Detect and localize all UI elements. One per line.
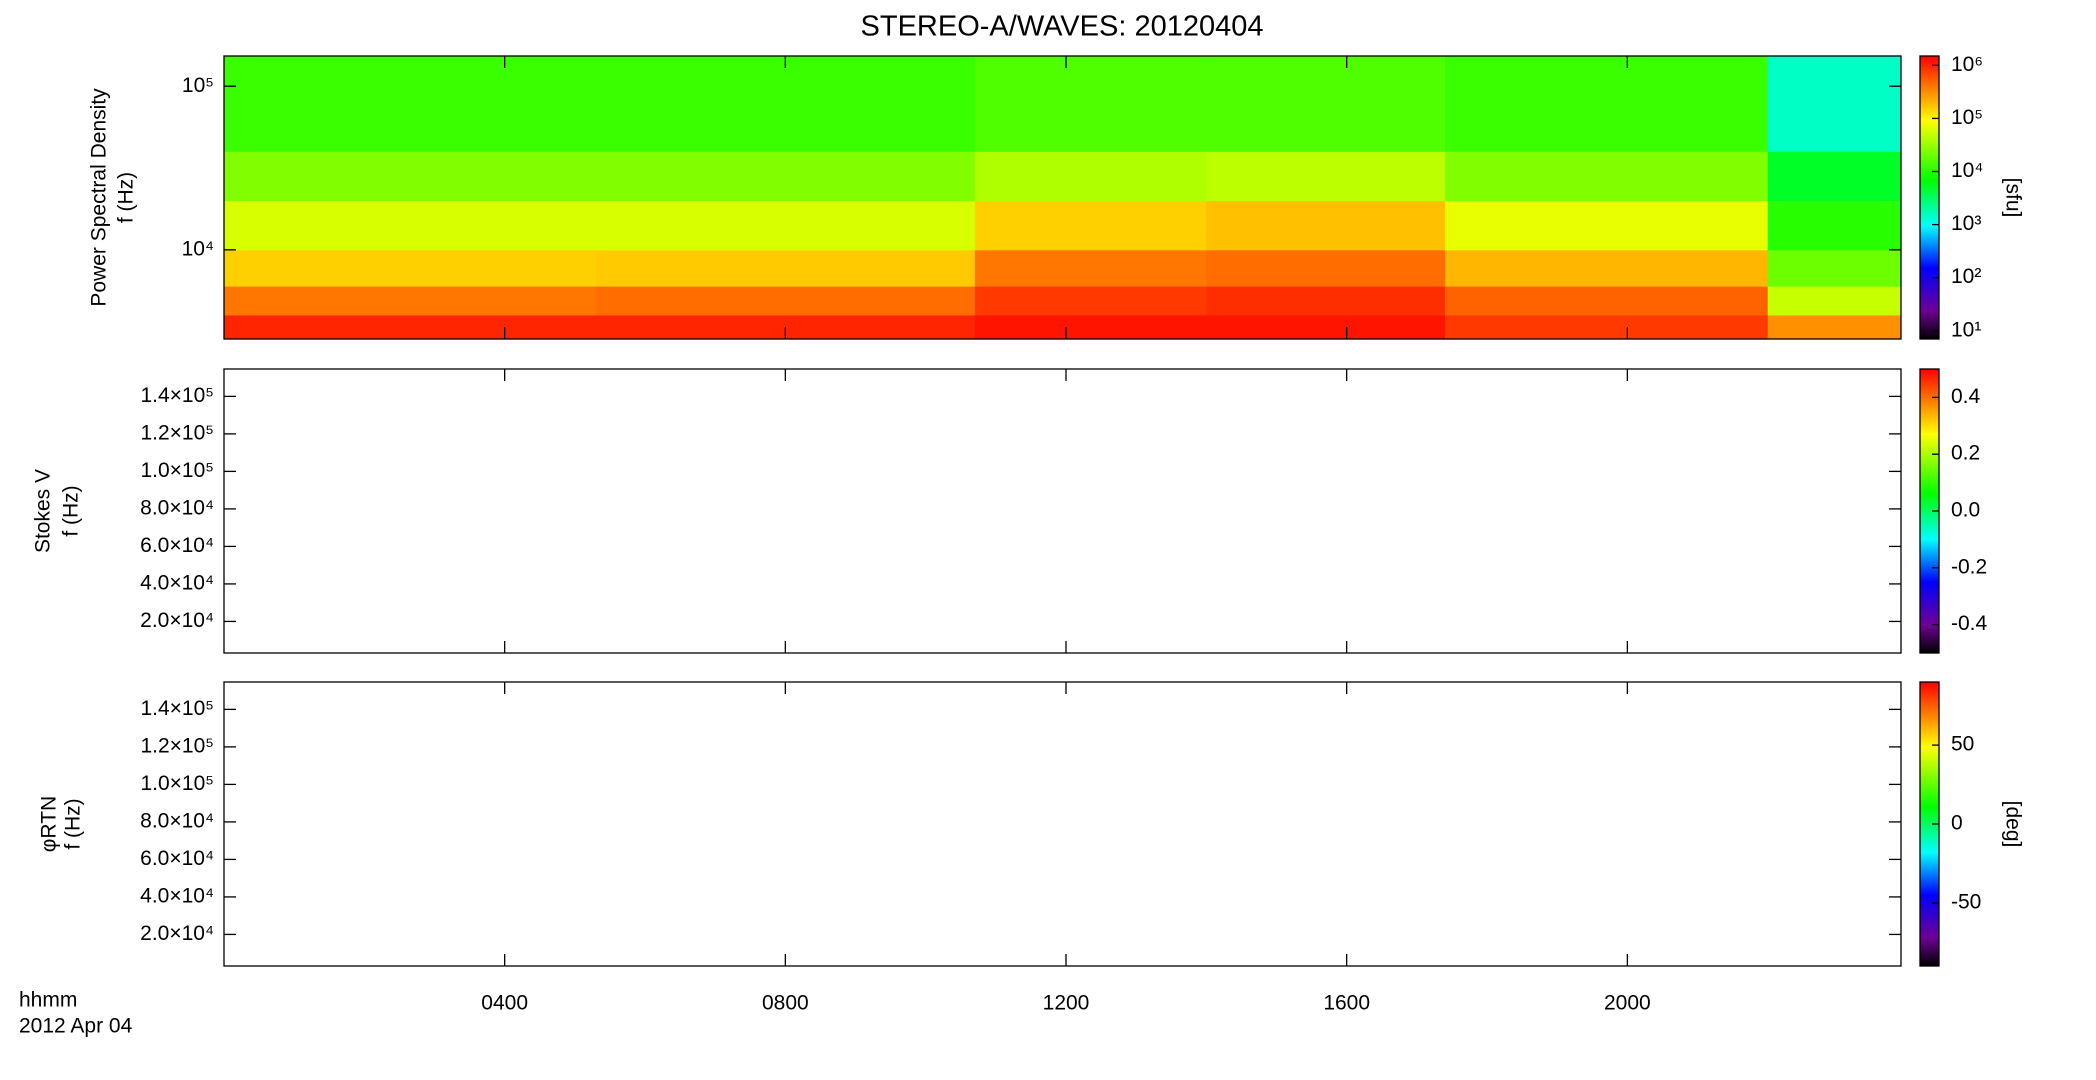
spectrogram-cell bbox=[1767, 200, 1902, 251]
spectrogram-cell bbox=[224, 314, 597, 340]
y-tick-label: 8.0×10⁴ bbox=[140, 496, 214, 519]
x-tick-label: 1600 bbox=[1323, 992, 1370, 1015]
spectrogram-cell bbox=[1444, 151, 1769, 202]
spectrogram-cell bbox=[1444, 249, 1769, 287]
colorbar-tick-label: -50 bbox=[1951, 890, 1981, 913]
y-tick-label: 8.0×10⁴ bbox=[140, 809, 214, 832]
spectrogram-cell bbox=[974, 249, 1207, 287]
y-tick-label: 1.0×10⁵ bbox=[140, 772, 214, 795]
spectrogram-cell bbox=[1444, 200, 1769, 251]
y-axis-label: Stokes V bbox=[32, 469, 55, 553]
spectrogram-cell bbox=[1206, 249, 1446, 287]
spectrogram-cell bbox=[1767, 314, 1902, 340]
spectrogram-cell bbox=[1444, 56, 1769, 152]
y-tick-label: 6.0×10⁴ bbox=[140, 847, 214, 870]
spectrogram-cell bbox=[224, 286, 597, 316]
colorbar-tick-label: -0.4 bbox=[1951, 612, 1988, 635]
x-tick-label: 0400 bbox=[481, 992, 528, 1015]
spectrogram-cell bbox=[224, 151, 597, 202]
spectrogram-cell bbox=[595, 249, 976, 287]
spectrogram-cell bbox=[974, 56, 1207, 152]
colorbar-tick-label: -0.2 bbox=[1951, 555, 1987, 578]
spectrogram-cell bbox=[595, 286, 976, 316]
x-tick-label: 2000 bbox=[1604, 992, 1651, 1015]
colorbar-tick-label: 0.4 bbox=[1951, 385, 1981, 408]
y-tick-label: 6.0×10⁴ bbox=[140, 534, 214, 557]
spectrogram-cell bbox=[974, 200, 1207, 251]
spectrogram-cell bbox=[224, 249, 597, 287]
y-tick-label: 4.0×10⁴ bbox=[140, 884, 214, 907]
plot-frame bbox=[223, 55, 1902, 340]
y-tick-label: 2.0×10⁴ bbox=[140, 609, 214, 632]
plot-frame bbox=[223, 368, 1902, 654]
spectrogram-cell bbox=[1206, 200, 1446, 251]
spectrogram-cell bbox=[1767, 286, 1902, 316]
spectrogram-cell bbox=[595, 200, 976, 251]
spectrogram-cell bbox=[1206, 286, 1446, 316]
x-axis-label: hhmm bbox=[19, 989, 77, 1012]
y-tick-label: 10⁴ bbox=[182, 237, 214, 260]
y-tick-label: 2.0×10⁴ bbox=[140, 922, 214, 945]
spectrogram-cell bbox=[974, 286, 1207, 316]
y-tick-label: 4.0×10⁴ bbox=[140, 571, 214, 594]
colorbar-tick-label: 0 bbox=[1951, 812, 1963, 835]
spectrogram-cell bbox=[974, 314, 1207, 340]
spectrogram-cell bbox=[1444, 314, 1769, 340]
x-axis-label: 2012 Apr 04 bbox=[19, 1015, 133, 1038]
colorbar-tick-label: 0.0 bbox=[1951, 499, 1980, 522]
colorbar-tick-label: 10⁶ bbox=[1951, 53, 1983, 76]
colorbar-tick-label: 10³ bbox=[1951, 212, 1981, 235]
y-axis-label: f (Hz) bbox=[60, 485, 83, 536]
chart-title: STEREO-A/WAVES: 20120404 bbox=[861, 11, 1264, 43]
spectrogram-cell bbox=[224, 56, 597, 152]
colorbar-tick-label: 10² bbox=[1951, 265, 1981, 288]
y-tick-label: 1.2×10⁵ bbox=[140, 734, 214, 757]
colorbar-label: [sfu] bbox=[2001, 178, 2024, 218]
y-tick-label: 1.4×10⁵ bbox=[140, 384, 214, 407]
y-axis-label: φRTN bbox=[38, 796, 61, 852]
spectrogram-cell bbox=[1767, 151, 1902, 202]
spectrogram-cell bbox=[1206, 56, 1446, 152]
x-tick-label: 1200 bbox=[1043, 992, 1090, 1015]
y-tick-label: 1.4×10⁵ bbox=[140, 697, 214, 720]
colorbar bbox=[1919, 55, 1940, 340]
y-tick-label: 1.2×10⁵ bbox=[140, 421, 214, 444]
colorbar-tick-label: 50 bbox=[1951, 733, 1974, 756]
x-tick-label: 0800 bbox=[762, 992, 809, 1015]
y-tick-label: 1.0×10⁵ bbox=[140, 459, 214, 482]
spectrogram-cell bbox=[1206, 314, 1446, 340]
colorbar-tick-label: 10¹ bbox=[1951, 318, 1981, 341]
spectrogram-cell bbox=[974, 151, 1207, 202]
colorbar-tick-label: 10⁵ bbox=[1951, 106, 1983, 129]
spectrogram-cell bbox=[1767, 56, 1902, 152]
y-axis-label: f (Hz) bbox=[115, 172, 138, 223]
y-tick-label: 10⁵ bbox=[182, 74, 214, 97]
colorbar-tick-label: 10⁴ bbox=[1951, 159, 1983, 182]
y-axis-label: Power Spectral Density bbox=[88, 88, 111, 307]
colorbar-label: [deg] bbox=[2001, 801, 2024, 848]
spectrogram-cell bbox=[1444, 286, 1769, 316]
spectrogram-cell bbox=[595, 151, 976, 202]
spectrogram-cell bbox=[224, 200, 597, 251]
colorbar-tick-label: 0.2 bbox=[1951, 442, 1980, 465]
spectrogram-cell bbox=[1767, 249, 1902, 287]
spectrogram-cell bbox=[1206, 151, 1446, 202]
spectrogram-cell bbox=[595, 56, 976, 152]
y-axis-label: f (Hz) bbox=[62, 798, 85, 849]
plot-frame bbox=[223, 681, 1902, 967]
